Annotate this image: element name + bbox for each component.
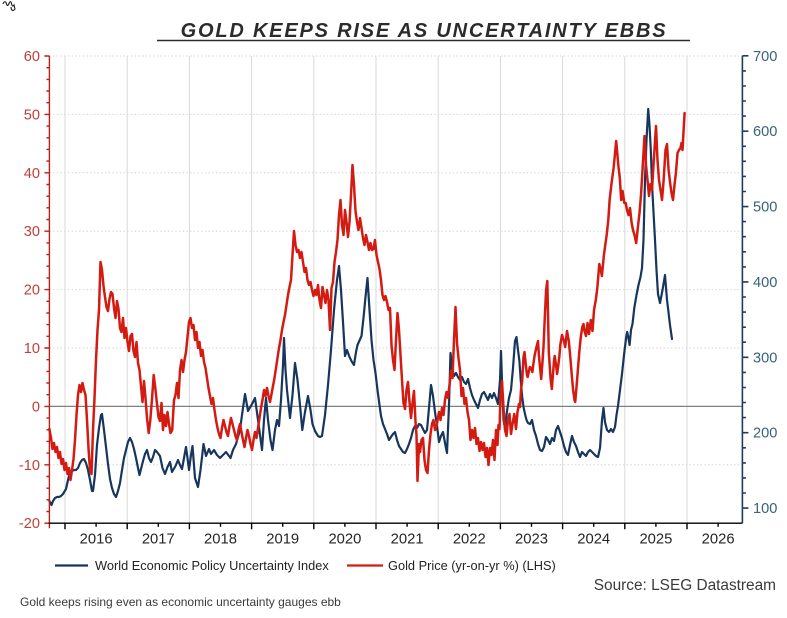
svg-text:2024: 2024: [577, 532, 610, 548]
svg-text:2016: 2016: [80, 532, 113, 548]
svg-text:300: 300: [753, 350, 777, 366]
svg-text:2026: 2026: [702, 532, 735, 548]
svg-text:GOLD KEEPS RISE AS UNCERTAINTY: GOLD KEEPS RISE AS UNCERTAINTY EBBS: [181, 20, 668, 42]
svg-text:2021: 2021: [391, 532, 424, 548]
svg-text:-20: -20: [19, 516, 40, 532]
svg-text:0: 0: [32, 399, 40, 415]
svg-text:2018: 2018: [204, 532, 237, 548]
svg-text:100: 100: [753, 501, 777, 517]
svg-text:400: 400: [753, 275, 777, 291]
svg-text:Gold Price (yr-on-yr %) (LHS): Gold Price (yr-on-yr %) (LHS): [388, 558, 556, 573]
svg-text:40: 40: [24, 166, 40, 182]
svg-text:World Economic Policy Uncertai: World Economic Policy Uncertainty Index: [95, 558, 329, 573]
svg-text:-10: -10: [19, 458, 40, 474]
svg-text:2019: 2019: [266, 532, 299, 548]
svg-text:20: 20: [24, 283, 40, 299]
svg-text:2025: 2025: [639, 532, 672, 548]
svg-text:30: 30: [24, 224, 40, 240]
svg-text:2020: 2020: [328, 532, 361, 548]
svg-text:Source: LSEG Datastream: Source: LSEG Datastream: [594, 577, 776, 594]
svg-text:Gold keeps rising even as econ: Gold keeps rising even as economic uncer…: [20, 595, 341, 609]
svg-text:2023: 2023: [515, 532, 548, 548]
svg-text:10: 10: [24, 341, 40, 357]
svg-text:200: 200: [753, 426, 777, 442]
svg-text:600: 600: [753, 124, 777, 140]
svg-text:2017: 2017: [142, 532, 175, 548]
svg-text:50: 50: [24, 107, 40, 123]
svg-text:60: 60: [24, 49, 40, 65]
svg-text:500: 500: [753, 200, 777, 216]
svg-text:700: 700: [753, 49, 777, 65]
svg-text:2022: 2022: [453, 532, 486, 548]
